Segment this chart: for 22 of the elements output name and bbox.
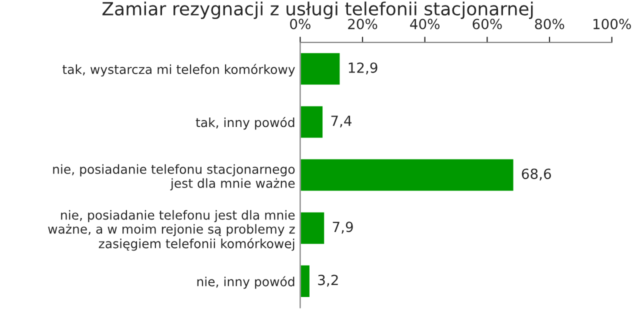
x-tick-label: 60% xyxy=(472,18,502,30)
x-tick-label: 0% xyxy=(290,18,310,30)
data-label: 3,2 xyxy=(318,274,338,287)
x-tick-label: 40% xyxy=(410,18,440,30)
bar xyxy=(300,52,342,86)
bar xyxy=(300,158,515,192)
chart-title: Zamiar rezygnacji z usługi telefonii stacjonarnej xyxy=(102,2,533,20)
y-tick-label: tak, inny powód xyxy=(196,116,294,130)
data-label: 12,9 xyxy=(348,62,378,74)
x-tick-label: 20% xyxy=(348,18,378,30)
bar xyxy=(300,104,324,140)
data-label: 7,4 xyxy=(331,116,352,128)
y-tick-label: nie, posiadanie telefonu stacjonarnego jest dla mnie ważne xyxy=(53,164,295,190)
bar xyxy=(300,210,326,246)
x-tick-label: 80% xyxy=(535,18,564,30)
x-tick-label: 100% xyxy=(594,18,631,30)
data-label: 7,9 xyxy=(332,222,353,234)
y-tick-label: nie, inny powód xyxy=(197,276,294,289)
y-tick-label: nie, posiadanie telefonu jest dla mnie ważne, a w moim rejonie są problemy z zasięgiem telefonii komórkowej xyxy=(48,210,295,251)
data-label: 68,6 xyxy=(522,168,551,180)
y-tick-label: tak, wystarcza mi telefon komórkowy xyxy=(62,64,295,77)
bar xyxy=(300,264,311,298)
